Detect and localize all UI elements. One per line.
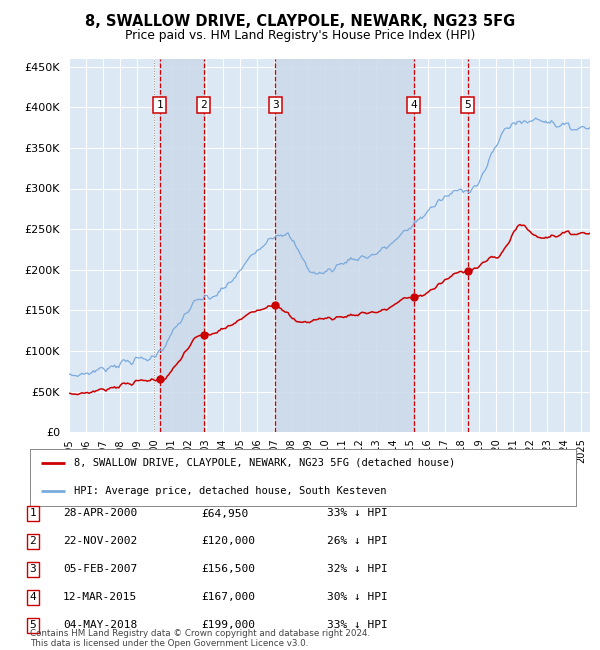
Text: £64,950: £64,950 — [201, 508, 248, 519]
Text: £167,000: £167,000 — [201, 592, 255, 603]
Text: £156,500: £156,500 — [201, 564, 255, 575]
Text: £199,000: £199,000 — [201, 620, 255, 630]
Text: 8, SWALLOW DRIVE, CLAYPOLE, NEWARK, NG23 5FG: 8, SWALLOW DRIVE, CLAYPOLE, NEWARK, NG23… — [85, 14, 515, 29]
Text: 1: 1 — [157, 100, 163, 110]
Text: 3: 3 — [272, 100, 279, 110]
Text: 4: 4 — [410, 100, 417, 110]
Bar — [275, 58, 414, 432]
Text: 3: 3 — [29, 564, 37, 575]
Text: 12-MAR-2015: 12-MAR-2015 — [63, 592, 137, 603]
Text: 5: 5 — [29, 620, 37, 630]
Text: HPI: Average price, detached house, South Kesteven: HPI: Average price, detached house, Sout… — [74, 486, 386, 497]
Text: 22-NOV-2002: 22-NOV-2002 — [63, 536, 137, 547]
Text: 2: 2 — [200, 100, 207, 110]
Text: 33% ↓ HPI: 33% ↓ HPI — [327, 508, 388, 519]
Text: 30% ↓ HPI: 30% ↓ HPI — [327, 592, 388, 603]
Text: 5: 5 — [464, 100, 471, 110]
Text: 1: 1 — [29, 508, 37, 519]
Text: 28-APR-2000: 28-APR-2000 — [63, 508, 137, 519]
Text: 04-MAY-2018: 04-MAY-2018 — [63, 620, 137, 630]
Text: 33% ↓ HPI: 33% ↓ HPI — [327, 620, 388, 630]
Text: 05-FEB-2007: 05-FEB-2007 — [63, 564, 137, 575]
Text: 26% ↓ HPI: 26% ↓ HPI — [327, 536, 388, 547]
Text: Price paid vs. HM Land Registry's House Price Index (HPI): Price paid vs. HM Land Registry's House … — [125, 29, 475, 42]
Text: 32% ↓ HPI: 32% ↓ HPI — [327, 564, 388, 575]
Text: 8, SWALLOW DRIVE, CLAYPOLE, NEWARK, NG23 5FG (detached house): 8, SWALLOW DRIVE, CLAYPOLE, NEWARK, NG23… — [74, 458, 455, 468]
Text: £120,000: £120,000 — [201, 536, 255, 547]
Bar — [160, 58, 204, 432]
Text: 2: 2 — [29, 536, 37, 547]
Text: 4: 4 — [29, 592, 37, 603]
Text: Contains HM Land Registry data © Crown copyright and database right 2024.
This d: Contains HM Land Registry data © Crown c… — [30, 629, 370, 648]
